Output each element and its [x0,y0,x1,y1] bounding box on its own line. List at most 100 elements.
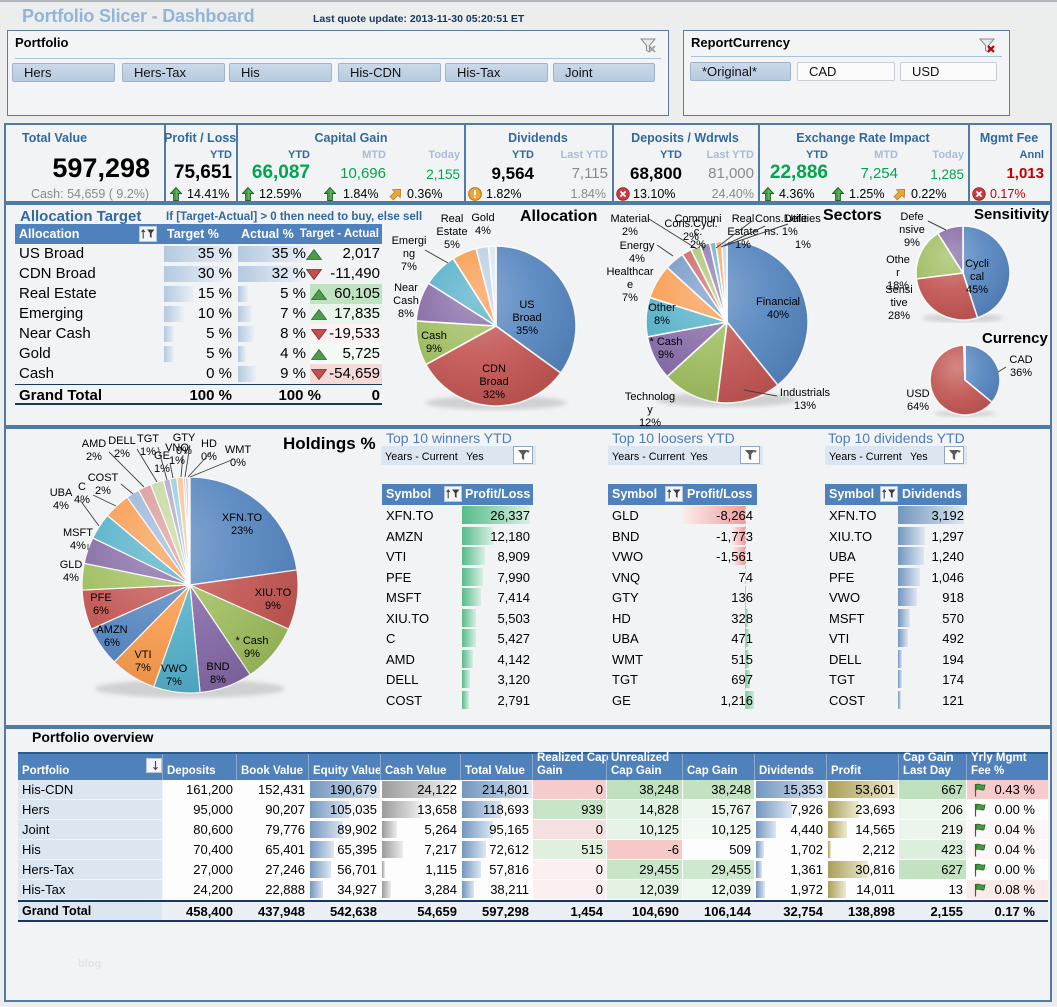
svg-text:4%: 4% [74,494,90,506]
svg-text:2%: 2% [690,239,706,251]
svg-text:18%: 18% [887,280,909,292]
svg-text:Cons.Cycl.: Cons.Cycl. [664,218,717,230]
svg-text:Real: Real [441,213,464,225]
svg-text:XIU.TO: XIU.TO [255,587,292,599]
svg-text:CDN: CDN [482,363,506,375]
svg-text:Broad: Broad [512,312,541,324]
svg-text:Energy: Energy [620,240,655,252]
svg-text:VWO: VWO [161,663,188,675]
svg-text:7%: 7% [166,676,182,688]
svg-text:Sensi: Sensi [885,284,913,296]
svg-text:r: r [896,267,900,279]
svg-text:6%: 6% [93,605,109,617]
svg-text:GTY: GTY [173,432,196,444]
svg-text:DELL: DELL [108,435,136,447]
svg-text:CAD: CAD [1009,354,1032,366]
svg-text:4%: 4% [475,225,491,237]
svg-text:64%: 64% [907,401,929,413]
svg-text:C: C [78,481,86,493]
svg-text:MSFT: MSFT [63,527,93,539]
svg-text:9%: 9% [265,600,281,612]
svg-text:Cons.Defe: Cons.Defe [755,213,807,225]
svg-text:36%: 36% [1010,367,1032,379]
svg-text:Technolog: Technolog [625,391,675,403]
svg-text:HD: HD [201,438,217,450]
svg-text:Emergi: Emergi [392,235,427,247]
svg-text:AMZN: AMZN [96,624,127,636]
svg-text:23%: 23% [231,525,253,537]
svg-text:nsive: nsive [899,224,925,236]
svg-text:35%: 35% [516,325,538,337]
svg-text:WMT: WMT [225,444,252,456]
svg-text:1%: 1% [169,455,185,467]
svg-text:4%: 4% [53,500,69,512]
svg-text:e: e [627,279,633,291]
svg-text:1%: 1% [735,239,751,251]
svg-text:9%: 9% [658,349,674,361]
svg-text:US: US [519,299,534,311]
svg-text:Financial: Financial [756,296,800,308]
svg-text:Cash: Cash [421,330,447,342]
svg-text:Cycli: Cycli [965,258,989,270]
svg-text:cal: cal [970,271,984,283]
svg-text:* Cash: * Cash [235,635,268,647]
svg-text:TGT: TGT [137,433,159,445]
svg-text:Communi: Communi [674,213,721,225]
svg-text:8%: 8% [654,315,670,327]
svg-text:UBA: UBA [50,487,73,499]
svg-text:Near: Near [394,282,418,294]
svg-text:Real: Real [732,213,755,225]
svg-text:4%: 4% [70,540,86,552]
svg-text:9%: 9% [904,237,920,249]
svg-text:4%: 4% [63,572,79,584]
svg-text:Gold: Gold [471,212,494,224]
svg-text:7%: 7% [622,292,638,304]
svg-text:2%: 2% [86,451,102,463]
svg-text:28%: 28% [888,310,910,322]
svg-text:12%: 12% [639,417,661,429]
svg-text:6%: 6% [104,637,120,649]
svg-text:1%: 1% [795,239,811,251]
svg-text:9%: 9% [244,648,260,660]
svg-text:Broad: Broad [479,376,508,388]
svg-text:y: y [647,404,653,416]
svg-text:Estate: Estate [727,226,758,238]
svg-text:2%: 2% [95,485,111,497]
svg-text:Defe: Defe [900,211,923,223]
svg-text:c.: c. [694,226,703,238]
svg-text:Healthcar: Healthcar [606,266,653,278]
svg-text:Cash: Cash [393,295,419,307]
svg-text:ns. 1%: ns. 1% [764,226,798,238]
svg-text:Othe: Othe [886,254,910,266]
svg-text:4%: 4% [629,253,645,265]
svg-text:GE: GE [154,450,170,462]
svg-text:2%: 2% [114,448,130,460]
svg-text:5%: 5% [444,239,460,251]
svg-text:USD: USD [906,388,929,400]
svg-text:13%: 13% [794,400,816,412]
svg-text:0%: 0% [201,451,217,463]
svg-text:* Cash: * Cash [649,336,682,348]
svg-text:8%: 8% [210,674,226,686]
svg-text:GLD: GLD [60,559,83,571]
svg-text:COST: COST [88,472,119,484]
svg-text:VNQ: VNQ [165,442,189,454]
svg-text:1%: 1% [154,463,170,475]
svg-text:0%: 0% [230,457,246,469]
svg-text:8%: 8% [398,308,414,320]
svg-text:0%: 0% [176,445,192,457]
svg-text:PFE: PFE [90,592,111,604]
svg-text:Material: Material [610,213,649,225]
svg-text:2%: 2% [622,226,638,238]
svg-text:tive: tive [890,297,907,309]
svg-text:1%: 1% [140,446,156,458]
svg-text:Estate: Estate [436,226,467,238]
svg-text:AMD: AMD [82,438,107,450]
svg-text:45%: 45% [966,284,988,296]
svg-text:7%: 7% [135,662,151,674]
svg-text:7%: 7% [401,261,417,273]
svg-text:40%: 40% [767,309,789,321]
svg-text:Industrials: Industrials [780,387,831,399]
svg-text:2%: 2% [683,231,699,243]
svg-text:VTI: VTI [134,649,151,661]
